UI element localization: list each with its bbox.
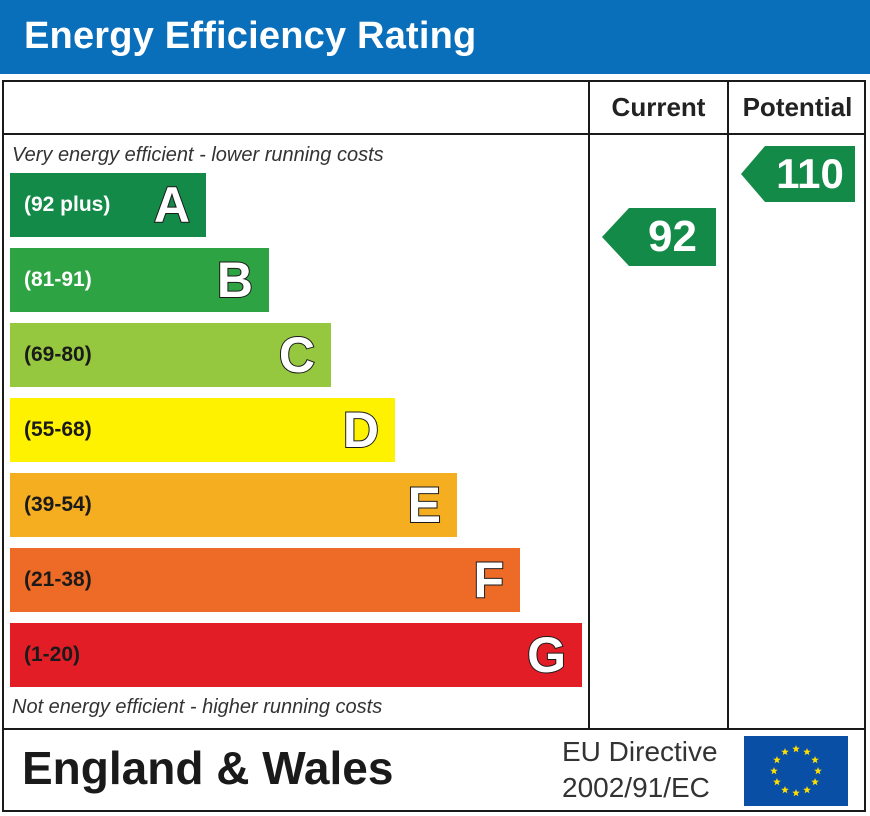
band-d: (55-68) D [10, 398, 395, 462]
region-label: England & Wales [22, 742, 394, 794]
potential-rating-value: 110 [776, 150, 844, 197]
caption-inefficient: Not energy efficient - higher running co… [12, 696, 383, 718]
current-rating-marker: 92 [602, 208, 716, 266]
band-range: (1-20) [24, 643, 81, 666]
eu-star-icon [773, 778, 781, 786]
band-b: (81-91) B [10, 248, 269, 312]
band-g: (1-20) G [10, 623, 582, 687]
band-letter: D [342, 401, 380, 459]
eu-star-icon [814, 767, 822, 775]
band-range: (69-80) [24, 343, 92, 366]
eu-star-icon [781, 747, 789, 756]
eu-star-icon [792, 789, 800, 797]
column-header-potential: Potential [742, 92, 853, 122]
eu-star-icon [811, 756, 819, 764]
current-rating-value: 92 [648, 212, 697, 261]
band-letter: G [526, 626, 567, 684]
eu-star-icon [770, 767, 778, 775]
eu-flag-icon [744, 736, 848, 806]
eu-directive-label: EU Directive [562, 736, 718, 767]
band-f: (21-38) F [10, 548, 520, 612]
band-c: (69-80) C [10, 323, 331, 387]
eu-star-icon [811, 778, 819, 786]
band-e: (39-54) E [10, 473, 457, 537]
eu-star-icon [792, 745, 800, 753]
band-letter: C [278, 326, 316, 384]
band-letter: F [472, 551, 505, 609]
caption-efficient: Very energy efficient - lower running co… [12, 144, 384, 166]
column-divider-potential [727, 80, 729, 730]
column-header-current: Current [611, 92, 706, 122]
band-range: (21-38) [24, 568, 92, 591]
eu-star-icon [803, 786, 811, 794]
eu-star-icon [803, 747, 811, 756]
band-range: (92 plus) [24, 193, 111, 216]
header-bar: Energy Efficiency Rating [0, 0, 870, 74]
rating-table-frame [2, 80, 866, 812]
band-range: (39-54) [24, 493, 92, 516]
eu-star-icon [773, 756, 781, 764]
footer-divider [2, 728, 866, 730]
header-row-divider [2, 133, 866, 135]
band-letter: E [407, 476, 442, 534]
page-title: Energy Efficiency Rating [24, 15, 477, 57]
eu-directive-number: 2002/91/EC [562, 772, 710, 803]
band-letter: B [216, 251, 254, 309]
band-letter: A [153, 176, 191, 234]
potential-rating-marker: 110 [741, 146, 855, 202]
eu-star-icon [781, 786, 789, 794]
band-range: (55-68) [24, 418, 92, 441]
band-a: (92 plus) A [10, 173, 206, 237]
column-divider-current [588, 80, 590, 730]
band-range: (81-91) [24, 268, 92, 291]
